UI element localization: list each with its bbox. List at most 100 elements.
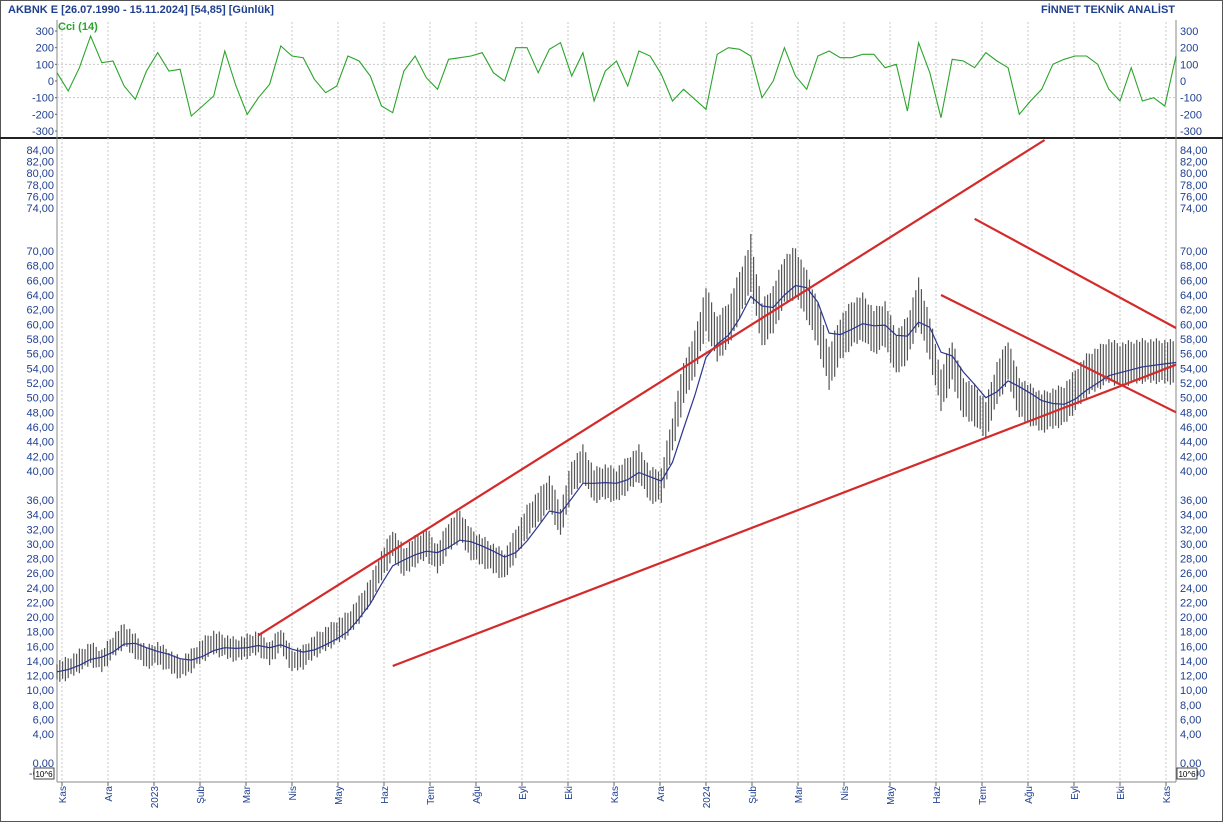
cci-tick-left: 100 bbox=[36, 59, 54, 71]
x-tick-label: Eyl bbox=[1070, 786, 1081, 800]
scale-badge-left: 10^6 bbox=[33, 767, 55, 780]
price-tick-right: 18,00 bbox=[1180, 627, 1208, 639]
x-tick-label: Tem bbox=[426, 786, 437, 805]
x-tick-label: Kas bbox=[58, 786, 69, 803]
price-tick-right: 34,00 bbox=[1180, 510, 1208, 522]
price-tick-left: 84,00 bbox=[26, 145, 54, 157]
price-tick-right: 46,00 bbox=[1180, 422, 1208, 434]
x-tick-label: Şub bbox=[748, 786, 759, 804]
price-tick-left: 6,00 bbox=[33, 714, 54, 726]
price-tick-right: 58,00 bbox=[1180, 334, 1208, 346]
price-tick-right: 78,00 bbox=[1180, 180, 1208, 192]
x-tick-label: Tem bbox=[978, 786, 989, 805]
price-tick-right: 60,00 bbox=[1180, 319, 1208, 331]
price-tick-right: 20,00 bbox=[1180, 612, 1208, 624]
trendline bbox=[940, 294, 1177, 414]
price-tick-right: 36,00 bbox=[1180, 495, 1208, 507]
x-tick-label: Mar bbox=[242, 785, 253, 803]
price-tick-right: 66,00 bbox=[1180, 275, 1208, 287]
price-tick-left: 16,00 bbox=[26, 641, 54, 653]
price-tick-right: 50,00 bbox=[1180, 393, 1208, 405]
cci-line bbox=[56, 34, 1177, 118]
price-tick-right: 62,00 bbox=[1180, 305, 1208, 317]
price-tick-left: 52,00 bbox=[26, 378, 54, 390]
price-tick-right: 82,00 bbox=[1180, 157, 1208, 169]
price-tick-right: 24,00 bbox=[1180, 583, 1208, 595]
price-tick-right: 56,00 bbox=[1180, 349, 1208, 361]
x-tick-label: May bbox=[334, 786, 345, 805]
x-tick-label: Eyl bbox=[518, 786, 529, 800]
x-tick-label: Haz bbox=[932, 786, 943, 804]
price-tick-left: 64,00 bbox=[26, 290, 54, 302]
price-tick-left: 36,00 bbox=[26, 495, 54, 507]
moving-average-line bbox=[56, 284, 1177, 673]
price-tick-right: 74,00 bbox=[1180, 203, 1208, 215]
scale-badge-right-label: 10^6 bbox=[1178, 770, 1196, 779]
x-tick-label: Ağu bbox=[1024, 786, 1035, 804]
price-tick-left: 68,00 bbox=[26, 261, 54, 273]
price-tick-right: 10,00 bbox=[1180, 685, 1208, 697]
cci-tick-left: -300 bbox=[32, 126, 54, 138]
price-tick-left: 12,00 bbox=[26, 671, 54, 683]
price-tick-left: 46,00 bbox=[26, 422, 54, 434]
price-tick-right: 48,00 bbox=[1180, 407, 1208, 419]
cci-tick-right: 200 bbox=[1180, 43, 1198, 55]
price-tick-left: 62,00 bbox=[26, 305, 54, 317]
price-tick-right: 4,00 bbox=[1180, 729, 1201, 741]
price-tick-left: 66,00 bbox=[26, 275, 54, 287]
price-tick-left: 28,00 bbox=[26, 554, 54, 566]
price-tick-right: 26,00 bbox=[1180, 568, 1208, 580]
price-tick-left: 0,00 bbox=[33, 758, 54, 770]
x-tick-label: May bbox=[886, 786, 897, 805]
price-tick-left: 8,00 bbox=[33, 700, 54, 712]
price-tick-right: 44,00 bbox=[1180, 437, 1208, 449]
price-tick-left: 60,00 bbox=[26, 319, 54, 331]
cci-tick-right: 300 bbox=[1180, 26, 1198, 38]
price-tick-left: 50,00 bbox=[26, 393, 54, 405]
price-tick-right: 70,00 bbox=[1180, 246, 1208, 258]
price-tick-right: 14,00 bbox=[1180, 656, 1208, 668]
price-tick-right: 68,00 bbox=[1180, 261, 1208, 273]
x-tick-label: Kas bbox=[1162, 786, 1173, 803]
price-tick-left: 30,00 bbox=[26, 539, 54, 551]
price-tick-left: 80,00 bbox=[26, 168, 54, 180]
price-tick-left: 22,00 bbox=[26, 597, 54, 609]
price-tick-right: 30,00 bbox=[1180, 539, 1208, 551]
cci-tick-right: -200 bbox=[1180, 109, 1202, 121]
brand-label: FİNNET TEKNİK ANALİST bbox=[1041, 3, 1175, 16]
x-tick-label: Ara bbox=[656, 786, 667, 802]
price-tick-right: 32,00 bbox=[1180, 524, 1208, 536]
x-tick-label: Kas bbox=[610, 786, 621, 803]
cci-tick-right: -100 bbox=[1180, 93, 1202, 105]
price-tick-right: 28,00 bbox=[1180, 554, 1208, 566]
price-tick-left: 24,00 bbox=[26, 583, 54, 595]
price-tick-left: 76,00 bbox=[26, 191, 54, 203]
x-tick-label: Eki bbox=[564, 786, 575, 800]
price-tick-left: 40,00 bbox=[26, 466, 54, 478]
price-tick-left: 26,00 bbox=[26, 568, 54, 580]
price-tick-left: 56,00 bbox=[26, 349, 54, 361]
price-tick-right: 8,00 bbox=[1180, 700, 1201, 712]
price-tick-right: 0,00 bbox=[1180, 758, 1201, 770]
scale-badge-left-label: 10^6 bbox=[35, 770, 53, 779]
price-tick-left: 42,00 bbox=[26, 451, 54, 463]
price-tick-left: 74,00 bbox=[26, 203, 54, 215]
cci-tick-left: 200 bbox=[36, 43, 54, 55]
price-tick-left: 78,00 bbox=[26, 180, 54, 192]
price-tick-right: 52,00 bbox=[1180, 378, 1208, 390]
price-tick-left: 44,00 bbox=[26, 437, 54, 449]
x-tick-label: Şub bbox=[196, 786, 207, 804]
x-tick-label: Ara bbox=[104, 786, 115, 802]
trendline bbox=[392, 363, 1177, 668]
price-tick-right: 80,00 bbox=[1180, 168, 1208, 180]
cci-tick-left: -200 bbox=[32, 109, 54, 121]
price-tick-left: 10,00 bbox=[26, 685, 54, 697]
price-tick-right: 42,00 bbox=[1180, 451, 1208, 463]
price-tick-right: 16,00 bbox=[1180, 641, 1208, 653]
price-tick-left: 48,00 bbox=[26, 407, 54, 419]
x-tick-label: Nis bbox=[840, 786, 851, 800]
cci-tick-left: 300 bbox=[36, 26, 54, 38]
x-tick-label: Mar bbox=[794, 785, 805, 803]
